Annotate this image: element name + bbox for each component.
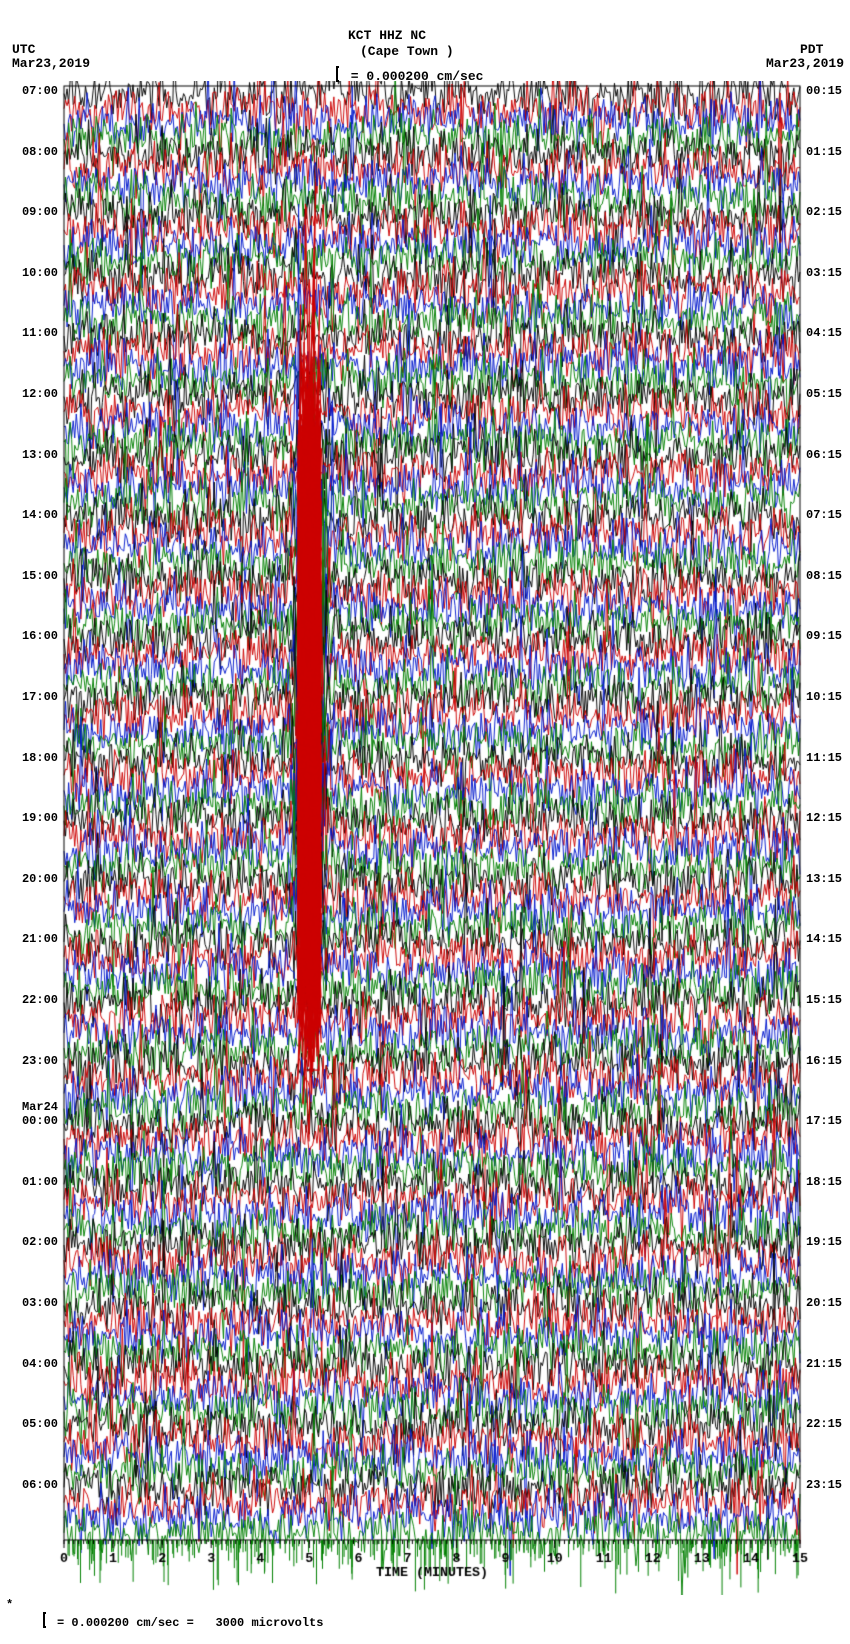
y-left-label: 11:00 — [22, 326, 58, 340]
y-right-label: 23:15 — [806, 1478, 842, 1492]
y-left-label: 21:00 — [22, 932, 58, 946]
y-right-label: 10:15 — [806, 690, 842, 704]
y-left-label: 12:00 — [22, 387, 58, 401]
y-right-label: 02:15 — [806, 205, 842, 219]
y-right-label: 13:15 — [806, 872, 842, 886]
y-right-label: 09:15 — [806, 629, 842, 643]
y-right-label: 22:15 — [806, 1417, 842, 1431]
y-left-label: 04:00 — [22, 1357, 58, 1371]
y-right-label: 17:15 — [806, 1114, 842, 1128]
y-left-label: 20:00 — [22, 872, 58, 886]
y-right-label: 07:15 — [806, 508, 842, 522]
footer-scale-text: = 0.000200 cm/sec = 3000 microvolts — [50, 1616, 324, 1630]
footer-scale: * = 0.000200 cm/sec = 3000 microvolts — [6, 1598, 323, 1644]
y-right-label: 04:15 — [806, 326, 842, 340]
y-right-label: 01:15 — [806, 145, 842, 159]
right-date-label: Mar23,2019 — [766, 56, 844, 71]
y-left-label: 05:00 — [22, 1417, 58, 1431]
y-right-label: 05:15 — [806, 387, 842, 401]
y-left-label: 22:00 — [22, 993, 58, 1007]
y-right-label: 11:15 — [806, 751, 842, 765]
y-right-label: 20:15 — [806, 1296, 842, 1310]
left-tz-label: UTC — [12, 42, 35, 57]
y-right-label: 14:15 — [806, 932, 842, 946]
y-left-label: 17:00 — [22, 690, 58, 704]
y-left-label: 06:00 — [22, 1478, 58, 1492]
y-right-label: 12:15 — [806, 811, 842, 825]
y-right-label: 18:15 — [806, 1175, 842, 1189]
y-left-label: 14:00 — [22, 508, 58, 522]
y-left-label: 23:00 — [22, 1054, 58, 1068]
y-right-label: 15:15 — [806, 993, 842, 1007]
y-right-label: 00:15 — [806, 84, 842, 98]
y-left-label: 02:00 — [22, 1235, 58, 1249]
y-left-label: 18:00 — [22, 751, 58, 765]
y-left-label: 16:00 — [22, 629, 58, 643]
y-right-label: 06:15 — [806, 448, 842, 462]
y-right-label: 03:15 — [806, 266, 842, 280]
y-left-label: 13:00 — [22, 448, 58, 462]
y-left-label: 07:00 — [22, 84, 58, 98]
y-left-label: 19:00 — [22, 811, 58, 825]
y-right-label: 08:15 — [806, 569, 842, 583]
y-right-label: 21:15 — [806, 1357, 842, 1371]
right-tz-label: PDT — [800, 42, 823, 57]
y-right-label: 19:15 — [806, 1235, 842, 1249]
y-left-label: 09:00 — [22, 205, 58, 219]
y-left-label: 15:00 — [22, 569, 58, 583]
y-left-date-break: Mar24 — [22, 1100, 58, 1114]
y-left-label: 03:00 — [22, 1296, 58, 1310]
y-left-label: 10:00 — [22, 266, 58, 280]
left-date-label: Mar23,2019 — [12, 56, 90, 71]
helicorder-plot — [54, 81, 830, 1595]
y-left-label: 01:00 — [22, 1175, 58, 1189]
y-left-label: 08:00 — [22, 145, 58, 159]
title-line1: KCT HHZ NC — [348, 28, 426, 43]
y-right-label: 16:15 — [806, 1054, 842, 1068]
y-left-label: 00:00 — [22, 1114, 58, 1128]
title-line2: (Cape Town ) — [360, 44, 454, 59]
